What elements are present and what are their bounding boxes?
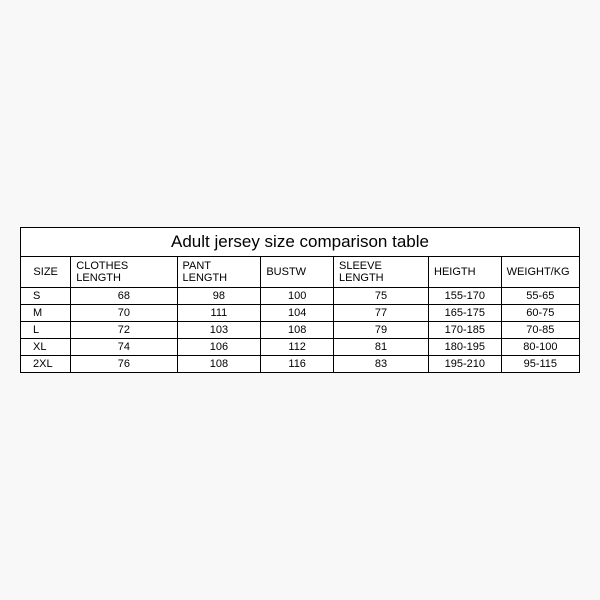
cell-pant: 111: [177, 305, 261, 322]
table-row: L 72 103 108 79 170-185 70-85: [21, 322, 580, 339]
header-size: SIZE: [21, 257, 71, 288]
cell-pant: 103: [177, 322, 261, 339]
cell-pant: 108: [177, 356, 261, 373]
cell-bust: 116: [261, 356, 334, 373]
cell-clothes: 68: [71, 288, 177, 305]
cell-bust: 104: [261, 305, 334, 322]
cell-weight: 70-85: [501, 322, 579, 339]
cell-weight: 80-100: [501, 339, 579, 356]
cell-clothes: 76: [71, 356, 177, 373]
cell-clothes: 70: [71, 305, 177, 322]
cell-sleeve: 75: [334, 288, 429, 305]
cell-height: 180-195: [429, 339, 502, 356]
table-row: M 70 111 104 77 165-175 60-75: [21, 305, 580, 322]
cell-sleeve: 83: [334, 356, 429, 373]
size-table-container: Adult jersey size comparison table SIZE …: [20, 227, 580, 373]
cell-height: 170-185: [429, 322, 502, 339]
cell-sleeve: 79: [334, 322, 429, 339]
cell-bust: 112: [261, 339, 334, 356]
cell-clothes: 72: [71, 322, 177, 339]
header-pant-length: PANT LENGTH: [177, 257, 261, 288]
cell-weight: 95-115: [501, 356, 579, 373]
cell-bust: 108: [261, 322, 334, 339]
cell-height: 165-175: [429, 305, 502, 322]
header-bust: BUSTW: [261, 257, 334, 288]
cell-pant: 106: [177, 339, 261, 356]
size-comparison-table: Adult jersey size comparison table SIZE …: [20, 227, 580, 373]
cell-pant: 98: [177, 288, 261, 305]
table-header-row: SIZE CLOTHES LENGTH PANT LENGTH BUSTW SL…: [21, 257, 580, 288]
table-title: Adult jersey size comparison table: [21, 228, 580, 257]
cell-clothes: 74: [71, 339, 177, 356]
header-weight: WEIGHT/KG: [501, 257, 579, 288]
header-clothes-length: CLOTHES LENGTH: [71, 257, 177, 288]
table-title-row: Adult jersey size comparison table: [21, 228, 580, 257]
cell-size: S: [21, 288, 71, 305]
table-row: 2XL 76 108 116 83 195-210 95-115: [21, 356, 580, 373]
cell-size: M: [21, 305, 71, 322]
cell-weight: 60-75: [501, 305, 579, 322]
cell-height: 195-210: [429, 356, 502, 373]
cell-sleeve: 81: [334, 339, 429, 356]
cell-bust: 100: [261, 288, 334, 305]
cell-size: L: [21, 322, 71, 339]
cell-sleeve: 77: [334, 305, 429, 322]
cell-size: 2XL: [21, 356, 71, 373]
header-sleeve-length: SLEEVE LENGTH: [334, 257, 429, 288]
cell-weight: 55-65: [501, 288, 579, 305]
header-height: HEIGTH: [429, 257, 502, 288]
cell-size: XL: [21, 339, 71, 356]
cell-height: 155-170: [429, 288, 502, 305]
table-row: XL 74 106 112 81 180-195 80-100: [21, 339, 580, 356]
table-row: S 68 98 100 75 155-170 55-65: [21, 288, 580, 305]
